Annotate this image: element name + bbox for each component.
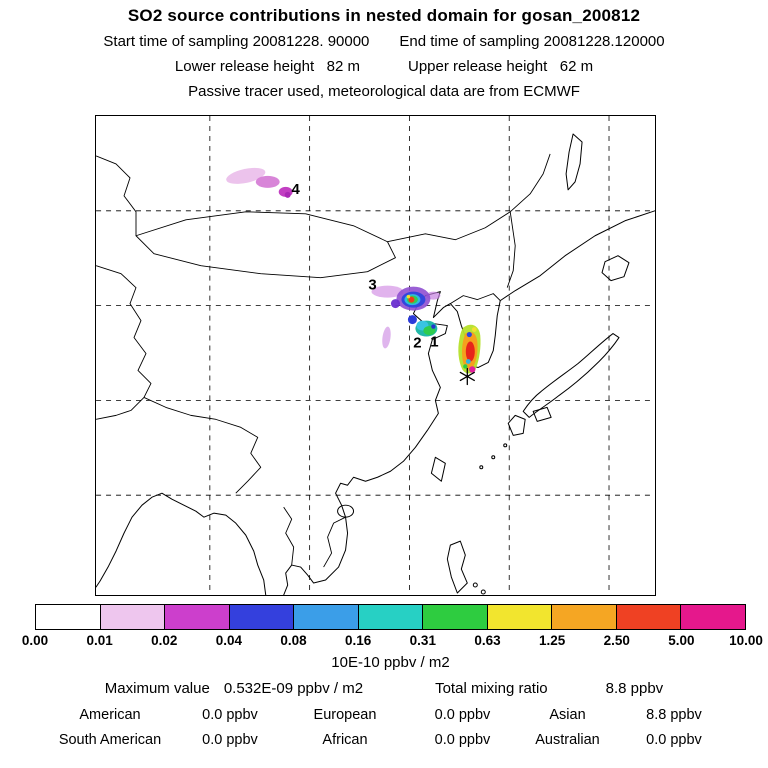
coastlines	[96, 133, 655, 595]
tick-label-11: 10.00	[729, 633, 763, 648]
colorbar-segment-4	[228, 605, 294, 629]
border-india-north	[96, 397, 145, 420]
island-honshu	[522, 333, 620, 418]
tick-label-1: 0.01	[86, 633, 113, 648]
colorbar-unit-label: 10E-10 ppbv / m2	[331, 654, 450, 671]
total-mixing-ratio-label: Total mixing ratio	[435, 680, 548, 697]
plume-source-1-2	[407, 315, 438, 337]
island-ryukyu-3	[479, 465, 484, 470]
colorbar-tick-labels: 0.00 0.01 0.02 0.04 0.08 0.16 0.31 0.63 …	[22, 633, 763, 650]
island-small-1	[472, 582, 478, 588]
colorbar-segment-8	[486, 605, 552, 629]
island-luzon	[446, 540, 468, 594]
border-ussuri	[506, 211, 516, 288]
colorbar-segment-1	[36, 605, 100, 629]
island-hokkaido	[601, 255, 630, 282]
island-kyushu	[507, 414, 526, 436]
source-label-4: 4	[292, 181, 301, 198]
colorbar-segment-11	[680, 605, 746, 629]
header-line-2: Lower release height 82 m Upper release …	[0, 58, 768, 75]
tick-label-9: 2.50	[603, 633, 630, 648]
plume-source-3	[371, 285, 441, 349]
region-value-african: 0.0 ppbv	[434, 732, 491, 748]
receptor-asterisk-icon	[459, 367, 475, 386]
colorbar-segment-2	[99, 605, 165, 629]
colorbar-segment-7	[422, 605, 487, 629]
stats-summary-line: Maximum value 0.532E-09 ppbv / m2 Total …	[0, 680, 768, 697]
island-hainan	[337, 504, 355, 518]
plume-source-4	[226, 167, 293, 198]
border-russia-china	[387, 153, 551, 243]
upper-release-text: Upper release height 62 m	[408, 58, 594, 75]
island-taiwan	[430, 456, 446, 482]
east-asia-map: 1 2 3 4	[96, 116, 655, 595]
map-gridlines	[96, 116, 655, 595]
plume-korea	[458, 324, 481, 374]
region-label-african: African	[322, 732, 368, 748]
page-title: SO2 source contributions in nested domai…	[127, 6, 641, 25]
border-northwest	[96, 155, 137, 236]
tick-label-0: 0.00	[21, 633, 49, 648]
maximum-value-label: Maximum value	[104, 680, 210, 697]
region-value-american: 0.0 ppbv	[202, 707, 258, 723]
header-line-3: Passive tracer used, meteorological data…	[0, 83, 768, 100]
source-label-3: 3	[368, 277, 376, 294]
colorbar-segment-5	[293, 605, 358, 629]
start-time-text: Start time of sampling 20081228. 90000	[103, 33, 370, 50]
colorbar-segment-9	[551, 605, 616, 629]
island-small-2	[480, 589, 486, 595]
lower-release-text: Lower release height 82 m	[174, 58, 360, 75]
tracer-note-text: Passive tracer used, meteorological data…	[188, 83, 580, 100]
region-value-asian: 8.8 ppbv	[646, 707, 702, 723]
source-label-1: 1	[430, 334, 438, 351]
total-mixing-ratio-value: 8.8 ppbv	[605, 680, 664, 697]
region-label-south-american: South American	[58, 732, 162, 748]
region-label-european: European	[313, 707, 377, 723]
border-mongolia	[135, 211, 396, 279]
tick-label-6: 0.31	[409, 633, 436, 648]
region-value-european: 0.0 ppbv	[434, 707, 491, 723]
border-west-china	[96, 265, 262, 494]
region-value-australian: 0.0 ppbv	[646, 732, 702, 748]
country-borders	[96, 153, 551, 568]
tick-label-7: 0.63	[474, 633, 501, 648]
colorbar-segment-10	[615, 605, 681, 629]
island-shikoku	[532, 406, 552, 422]
regional-contributions-table: American 0.0 ppbv European 0.0 ppbv Asia…	[40, 705, 728, 750]
border-korea-china	[450, 293, 501, 304]
border-indochina-1	[323, 516, 346, 568]
region-label-australian: Australian	[535, 732, 600, 748]
island-ryukyu-2	[491, 455, 496, 460]
region-value-south-american: 0.0 ppbv	[202, 732, 258, 748]
end-time-text: End time of sampling 20081228.120000	[399, 33, 665, 50]
colorbar	[35, 604, 746, 630]
coastline-mainland	[283, 210, 655, 595]
tick-label-10: 5.00	[668, 633, 695, 648]
tick-label-5: 0.16	[345, 633, 372, 648]
tick-label-4: 0.08	[280, 633, 307, 648]
header-line-1: Start time of sampling 20081228. 90000 E…	[0, 33, 768, 50]
region-label-american: American	[79, 707, 141, 723]
colorbar-segment-3	[164, 605, 229, 629]
tick-label-2: 0.02	[151, 633, 178, 648]
source-label-2: 2	[413, 335, 421, 352]
maximum-value: 0.532E-09 ppbv / m2	[223, 680, 364, 697]
island-sakhalin	[565, 133, 583, 191]
tick-label-3: 0.04	[215, 633, 243, 648]
coastline-southeast-asia	[96, 492, 267, 595]
island-ryukyu-1	[503, 443, 508, 448]
region-label-asian: Asian	[549, 707, 586, 723]
map-panel: 1 2 3 4	[95, 115, 656, 596]
tick-label-8: 1.25	[538, 633, 566, 648]
border-indochina-2	[283, 506, 295, 566]
source-number-labels: 1 2 3 4	[292, 181, 439, 352]
colorbar-segment-6	[357, 605, 423, 629]
